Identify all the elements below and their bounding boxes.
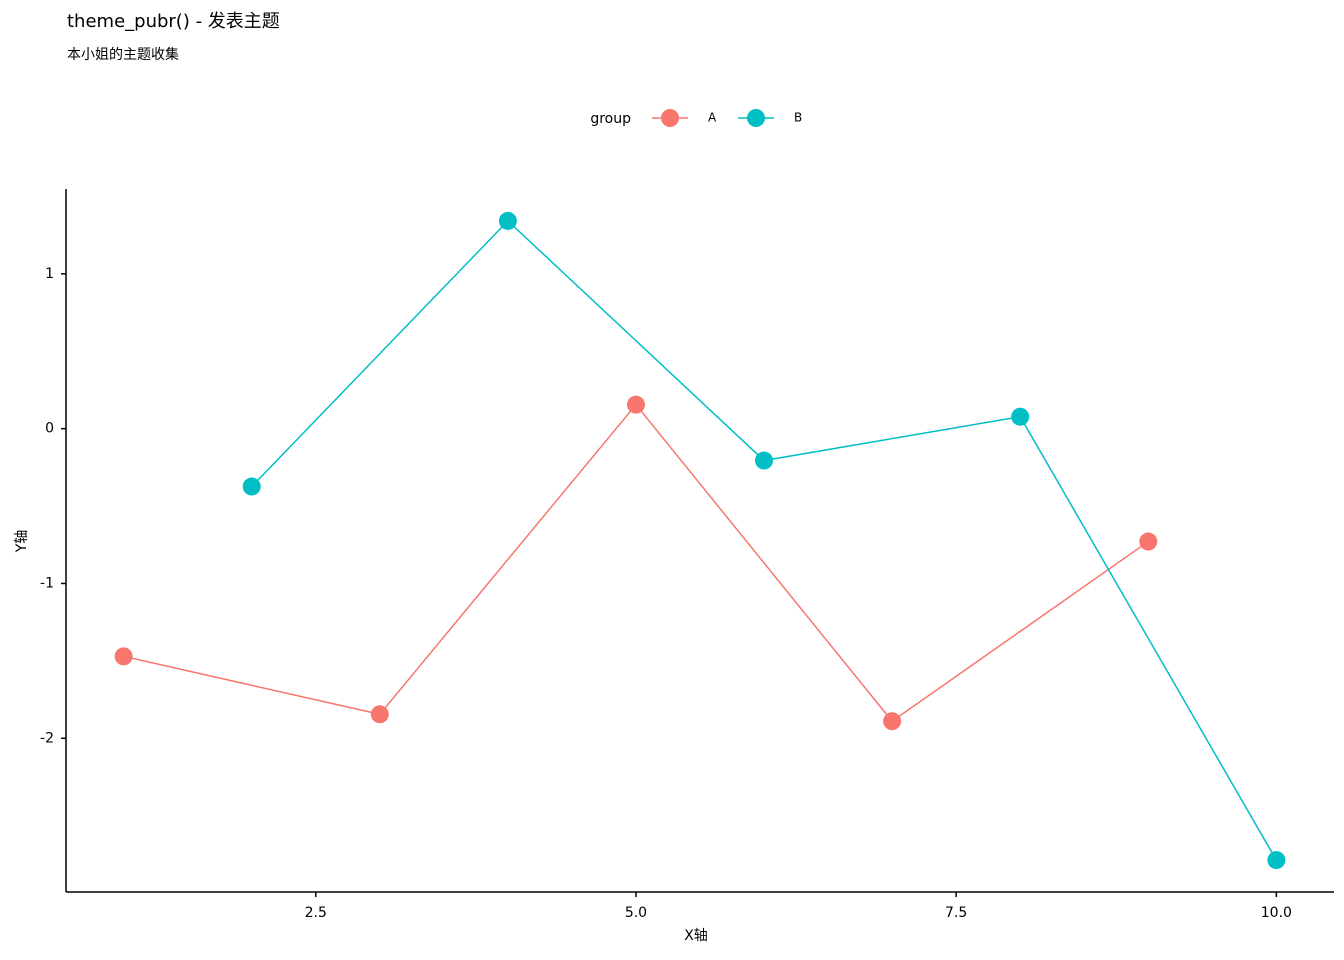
- legend-title: group: [590, 111, 631, 127]
- data-point: [1267, 851, 1286, 870]
- x-tick-label: 7.5: [945, 905, 967, 921]
- data-point: [1139, 532, 1158, 551]
- legend-label: B: [794, 111, 802, 125]
- y-tick-label: 0: [45, 421, 54, 437]
- data-point: [883, 712, 902, 731]
- chart-title: theme_pubr() - 发表主题: [67, 11, 280, 32]
- data-point: [1011, 407, 1030, 426]
- x-tick-label: 10.0: [1261, 905, 1292, 921]
- data-point: [242, 477, 261, 496]
- x-axis-label: X轴: [684, 928, 708, 944]
- legend-label: A: [708, 111, 717, 125]
- data-point: [114, 647, 133, 666]
- data-point: [755, 451, 774, 470]
- y-axis-label: Y轴: [14, 530, 30, 554]
- chart-subtitle: 本小姐的主题收集: [67, 46, 179, 63]
- legend-marker: [747, 109, 765, 127]
- series-line: [251, 219, 1278, 861]
- x-tick-label: 5.0: [625, 905, 647, 921]
- y-tick-label: 1: [45, 266, 54, 282]
- y-tick-label: -1: [40, 575, 54, 591]
- legend-marker: [661, 109, 679, 127]
- x-tick-label: 2.5: [305, 905, 327, 921]
- data-point: [626, 395, 645, 414]
- data-point: [370, 705, 389, 724]
- y-tick-label: -2: [40, 730, 54, 746]
- data-point: [498, 211, 517, 230]
- series-line: [123, 403, 1149, 723]
